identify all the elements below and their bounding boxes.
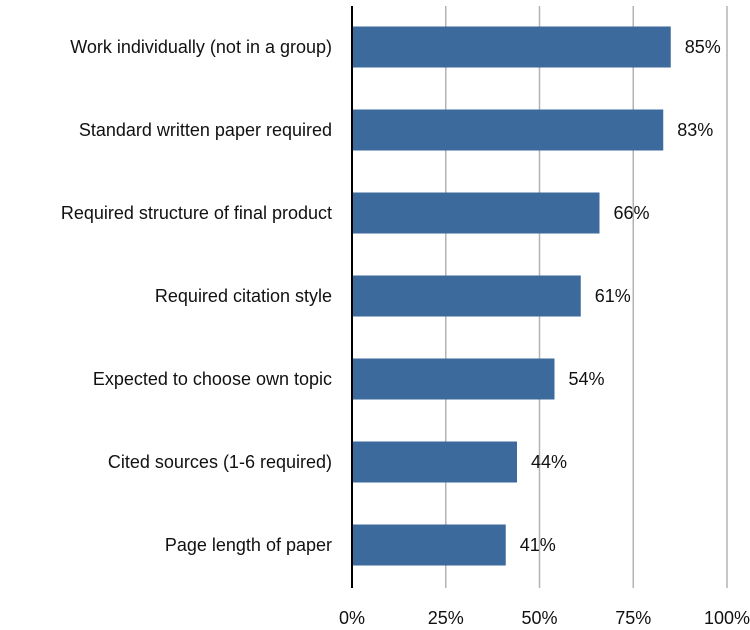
bar bbox=[352, 109, 664, 151]
category-label: Work individually (not in a group) bbox=[70, 37, 332, 57]
bar bbox=[352, 524, 506, 566]
bar bbox=[352, 192, 600, 234]
bar bbox=[352, 275, 581, 317]
x-tick-label: 100% bbox=[704, 608, 750, 628]
bar bbox=[352, 26, 671, 68]
category-label: Cited sources (1-6 required) bbox=[108, 452, 332, 472]
value-label: 54% bbox=[569, 369, 605, 389]
value-label: 41% bbox=[520, 535, 556, 555]
x-tick-label: 75% bbox=[615, 608, 651, 628]
value-label: 44% bbox=[531, 452, 567, 472]
labels: 0% 25% 50% 75% 100% Work individually (not in… bbox=[61, 37, 750, 628]
value-label: 85% bbox=[685, 37, 721, 57]
bar bbox=[352, 358, 555, 400]
category-label: Required structure of final product bbox=[61, 203, 332, 223]
value-label: 83% bbox=[677, 120, 713, 140]
bar bbox=[352, 441, 517, 483]
category-label: Expected to choose own topic bbox=[93, 369, 332, 389]
category-label: Required citation style bbox=[155, 286, 332, 306]
category-label: Standard written paper required bbox=[79, 120, 332, 140]
value-label: 66% bbox=[614, 203, 650, 223]
value-label: 61% bbox=[595, 286, 631, 306]
x-tick-label: 50% bbox=[521, 608, 557, 628]
x-tick-label: 0% bbox=[339, 608, 365, 628]
category-label: Page length of paper bbox=[165, 535, 332, 555]
bars bbox=[352, 26, 671, 566]
x-tick-label: 25% bbox=[428, 608, 464, 628]
